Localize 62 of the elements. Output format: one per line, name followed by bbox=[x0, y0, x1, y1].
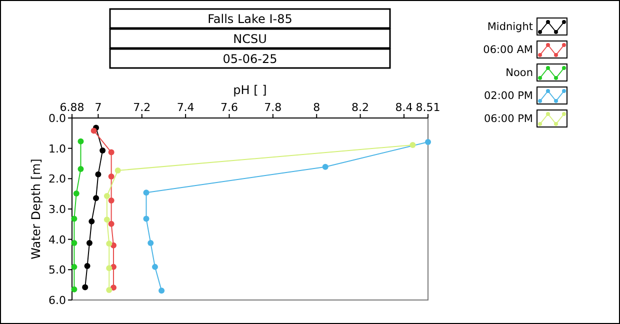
legend-label: 02:00 PM bbox=[484, 90, 533, 102]
point bbox=[106, 286, 112, 293]
point bbox=[108, 174, 114, 180]
point bbox=[84, 263, 90, 270]
legend-label: Noon bbox=[506, 67, 533, 79]
point bbox=[88, 218, 95, 224]
x-axis-title: pH [ ] bbox=[233, 83, 267, 97]
point bbox=[110, 284, 116, 291]
point bbox=[78, 166, 84, 172]
point bbox=[95, 171, 102, 178]
legend-label: 06:00 PM bbox=[484, 113, 533, 125]
point bbox=[71, 216, 78, 222]
point bbox=[90, 128, 97, 134]
y-tick-label: 2.0 bbox=[48, 172, 66, 186]
legend-label: Midnight bbox=[487, 21, 533, 33]
y-tick-label: 1.0 bbox=[48, 142, 66, 156]
point bbox=[104, 216, 110, 223]
point bbox=[106, 240, 112, 247]
y-tick-label: 4.0 bbox=[48, 233, 66, 246]
point bbox=[108, 149, 114, 156]
point bbox=[158, 288, 165, 294]
point bbox=[143, 190, 150, 196]
point bbox=[104, 192, 110, 199]
point bbox=[86, 240, 92, 246]
x-tick-label: 8 bbox=[313, 101, 320, 114]
point bbox=[148, 240, 154, 246]
point bbox=[143, 216, 150, 222]
point bbox=[425, 138, 431, 145]
point bbox=[110, 242, 116, 248]
point bbox=[322, 164, 328, 170]
legend-label: 06:00 AM bbox=[483, 44, 533, 56]
point bbox=[71, 286, 78, 292]
x-tick-label: 8.4 bbox=[395, 101, 413, 114]
point bbox=[410, 142, 416, 148]
chart-subtitle: NCSU bbox=[233, 32, 267, 46]
y-axis-title: Water Depth [m] bbox=[29, 158, 43, 260]
x-tick-label: 8.2 bbox=[352, 101, 370, 114]
point bbox=[78, 138, 84, 144]
x-tick-label: 7.2 bbox=[133, 101, 151, 114]
point bbox=[71, 240, 78, 246]
x-tick-label: 7.6 bbox=[220, 101, 238, 114]
point bbox=[100, 147, 106, 154]
text: 05-06-25 bbox=[222, 52, 278, 66]
point bbox=[73, 190, 80, 197]
point bbox=[108, 220, 114, 227]
point bbox=[106, 265, 112, 272]
point bbox=[114, 167, 121, 174]
x-tick-label: 6.88 bbox=[60, 101, 84, 114]
point bbox=[93, 195, 100, 202]
point bbox=[71, 264, 78, 270]
y-tick-label: 5.0 bbox=[48, 264, 66, 277]
y-tick-label: 0.0 bbox=[48, 112, 66, 125]
y-tick-label: 3.0 bbox=[48, 203, 66, 216]
point bbox=[108, 198, 114, 204]
chart-title: Falls Lake I-85 bbox=[208, 12, 292, 26]
point bbox=[82, 284, 88, 290]
y-tick-label: 6.0 bbox=[48, 294, 66, 307]
x-tick-label: 7 bbox=[94, 101, 102, 114]
x-tick-label: 8.51 bbox=[416, 101, 440, 114]
x-tick-label: 7.4 bbox=[176, 101, 194, 114]
point bbox=[152, 264, 158, 270]
x-tick-label: 7.8 bbox=[264, 101, 282, 114]
